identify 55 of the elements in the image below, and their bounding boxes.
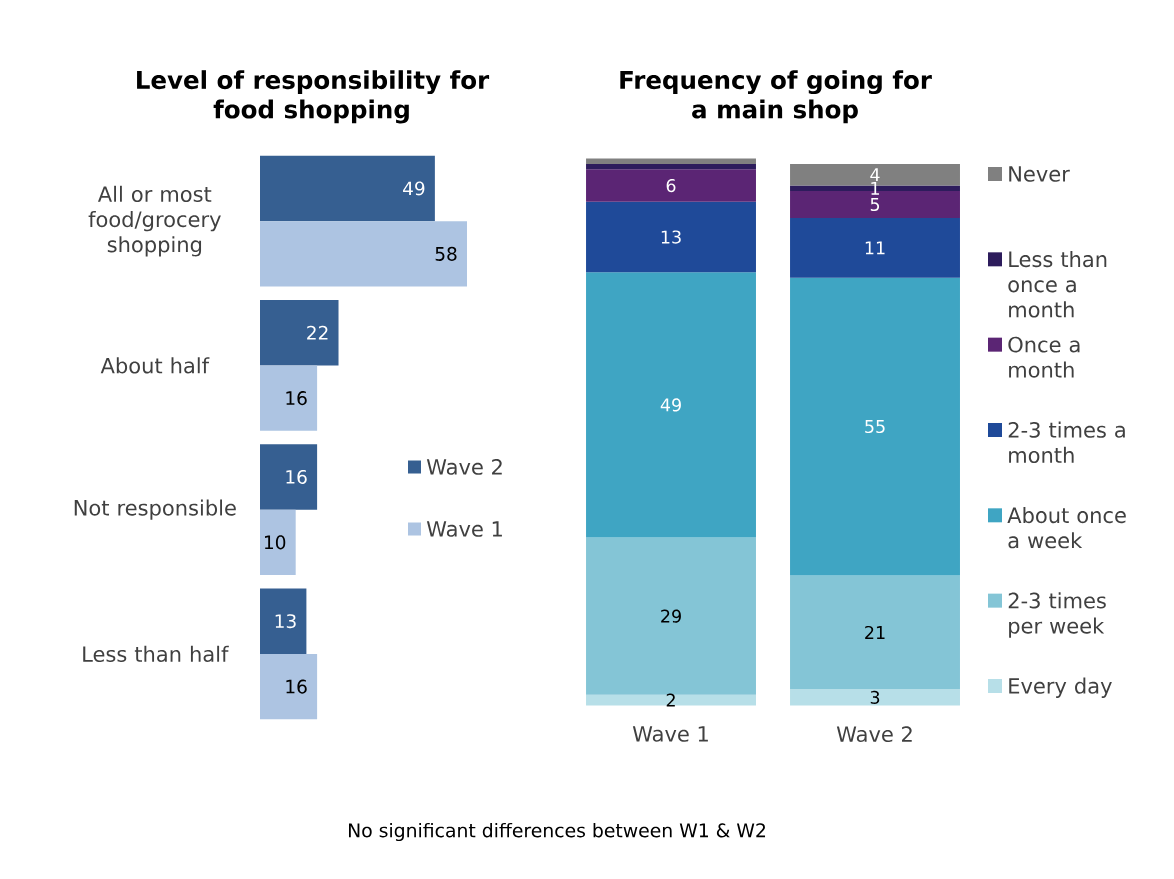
legend-label: Once a month xyxy=(1008,336,1080,378)
bar xyxy=(790,575,960,690)
data-label: 4 xyxy=(870,168,880,182)
data-label: 13 xyxy=(275,614,296,629)
data-label: 21 xyxy=(865,625,885,639)
data-label: 22 xyxy=(307,325,328,340)
bar xyxy=(260,365,318,431)
bar xyxy=(790,689,960,706)
bar xyxy=(260,299,339,366)
bar xyxy=(586,169,756,202)
data-label: 16 xyxy=(286,391,307,406)
chart-title: Level of responsibility for food shopping xyxy=(137,70,490,124)
legend-label: Every day xyxy=(1009,677,1112,698)
data-label: 16 xyxy=(286,679,307,694)
data-label: 1 xyxy=(871,181,879,195)
data-label: 10 xyxy=(264,535,286,550)
bar xyxy=(260,509,296,576)
bar xyxy=(586,201,756,273)
text: No significant differences between W1 & W2 xyxy=(349,822,766,842)
y-tick-label: Not responsible xyxy=(74,499,236,520)
legend-label: Wave 1 xyxy=(426,521,502,537)
bar xyxy=(586,272,756,538)
data-label: 6 xyxy=(666,178,676,193)
data-label: 58 xyxy=(435,246,457,261)
y-tick-label: About half xyxy=(100,357,210,374)
bar xyxy=(260,653,318,720)
legend-label: Wave 2 xyxy=(426,458,502,475)
chart-title: Frequency of going for a main shop xyxy=(620,70,932,124)
data-label: 16 xyxy=(286,469,307,484)
y-tick-label: All or most food/grocery shopping xyxy=(88,185,221,257)
legend-label: About once a week xyxy=(1007,506,1126,549)
legend-label: 2-3 times a month xyxy=(1008,421,1125,464)
data-label: 55 xyxy=(865,420,885,434)
data-label: 49 xyxy=(403,181,425,196)
legend-label: Less than once a month xyxy=(1008,250,1107,318)
bar xyxy=(790,277,960,576)
bar xyxy=(586,694,756,706)
bar xyxy=(260,444,318,510)
bar xyxy=(586,163,756,170)
bar xyxy=(586,158,756,164)
bar xyxy=(790,218,960,278)
data-label: 5 xyxy=(870,198,880,212)
bar xyxy=(586,537,756,695)
bar xyxy=(260,588,307,654)
data-label: 3 xyxy=(870,690,880,704)
data-label: 11 xyxy=(865,241,885,255)
y-tick-label: Less than half xyxy=(83,645,229,663)
data-label: 13 xyxy=(661,230,681,244)
data-label: 29 xyxy=(661,609,681,623)
data-label: 2 xyxy=(666,693,675,707)
data-label: 49 xyxy=(660,398,681,412)
bar xyxy=(260,221,467,287)
bar xyxy=(260,155,435,222)
legend-label: Never xyxy=(1009,166,1070,182)
legend-label: 2-3 times per week xyxy=(1008,592,1106,638)
